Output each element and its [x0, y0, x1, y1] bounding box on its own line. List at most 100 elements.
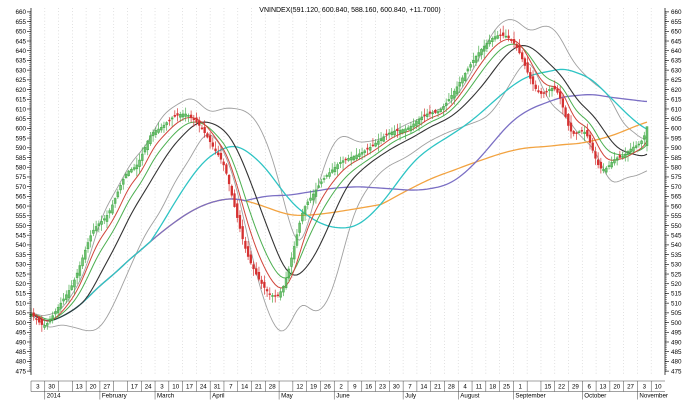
svg-text:September: September: [515, 393, 545, 400]
svg-text:650: 650: [15, 29, 26, 36]
svg-text:VNINDEX(591.120, 600.840, 588.: VNINDEX(591.120, 600.840, 588.160, 600.8…: [259, 7, 440, 14]
svg-text:525: 525: [15, 271, 26, 278]
svg-text:May: May: [281, 393, 294, 400]
svg-text:580: 580: [15, 165, 26, 172]
svg-text:610: 610: [15, 106, 26, 113]
svg-text:14: 14: [241, 384, 248, 391]
svg-text:17: 17: [186, 384, 193, 391]
svg-text:505: 505: [671, 310, 682, 317]
svg-text:21: 21: [255, 384, 262, 391]
svg-text:640: 640: [15, 48, 26, 55]
svg-text:3: 3: [160, 384, 164, 391]
svg-text:625: 625: [671, 77, 682, 84]
svg-text:August: August: [460, 393, 480, 400]
svg-text:26: 26: [324, 384, 331, 391]
svg-text:7: 7: [408, 384, 412, 391]
svg-text:3: 3: [643, 384, 647, 391]
svg-text:495: 495: [15, 330, 26, 337]
svg-text:580: 580: [671, 165, 682, 172]
svg-text:10: 10: [655, 384, 662, 391]
svg-text:615: 615: [15, 97, 26, 104]
svg-text:1: 1: [519, 384, 523, 391]
svg-text:480: 480: [15, 359, 26, 366]
svg-text:18: 18: [489, 384, 496, 391]
svg-text:29: 29: [572, 384, 579, 391]
svg-text:9: 9: [353, 384, 357, 391]
svg-text:480: 480: [671, 359, 682, 366]
svg-text:585: 585: [15, 155, 26, 162]
svg-text:475: 475: [671, 368, 682, 375]
svg-text:27: 27: [627, 384, 634, 391]
svg-text:475: 475: [15, 368, 26, 375]
svg-text:655: 655: [671, 19, 682, 26]
svg-text:27: 27: [103, 384, 110, 391]
svg-text:560: 560: [671, 203, 682, 210]
svg-text:525: 525: [671, 271, 682, 278]
svg-text:11: 11: [476, 384, 483, 391]
svg-text:520: 520: [671, 281, 682, 288]
svg-text:575: 575: [671, 174, 682, 181]
svg-text:510: 510: [15, 300, 26, 307]
svg-text:13: 13: [600, 384, 607, 391]
svg-text:490: 490: [15, 339, 26, 346]
svg-text:13: 13: [76, 384, 83, 391]
svg-text:625: 625: [15, 77, 26, 84]
svg-text:21: 21: [434, 384, 441, 391]
svg-text:570: 570: [671, 184, 682, 191]
svg-text:605: 605: [671, 116, 682, 123]
svg-text:February: February: [102, 393, 128, 400]
svg-text:635: 635: [671, 58, 682, 65]
svg-text:540: 540: [15, 242, 26, 249]
svg-text:560: 560: [15, 203, 26, 210]
svg-text:595: 595: [671, 135, 682, 142]
svg-text:4: 4: [463, 384, 467, 391]
svg-text:600: 600: [15, 126, 26, 133]
svg-text:630: 630: [15, 67, 26, 74]
svg-text:June: June: [336, 393, 350, 400]
svg-text:570: 570: [15, 184, 26, 191]
svg-text:550: 550: [15, 223, 26, 230]
svg-text:6: 6: [587, 384, 591, 391]
svg-text:16: 16: [365, 384, 372, 391]
svg-text:24: 24: [200, 384, 207, 391]
svg-text:585: 585: [671, 155, 682, 162]
svg-text:28: 28: [448, 384, 455, 391]
svg-text:25: 25: [503, 384, 510, 391]
svg-text:590: 590: [671, 145, 682, 152]
svg-text:620: 620: [671, 87, 682, 94]
svg-text:645: 645: [671, 38, 682, 45]
svg-text:515: 515: [671, 291, 682, 298]
svg-text:24: 24: [145, 384, 152, 391]
svg-text:October: October: [584, 393, 606, 400]
svg-text:535: 535: [15, 252, 26, 259]
svg-text:22: 22: [558, 384, 565, 391]
svg-text:19: 19: [310, 384, 317, 391]
svg-text:520: 520: [15, 281, 26, 288]
svg-text:November: November: [639, 393, 668, 400]
svg-text:615: 615: [671, 97, 682, 104]
svg-text:10: 10: [172, 384, 179, 391]
svg-text:530: 530: [15, 262, 26, 269]
svg-text:650: 650: [671, 29, 682, 36]
svg-text:605: 605: [15, 116, 26, 123]
svg-text:490: 490: [671, 339, 682, 346]
svg-text:7: 7: [229, 384, 233, 391]
svg-text:March: March: [157, 393, 175, 400]
svg-text:July: July: [405, 393, 417, 400]
svg-text:510: 510: [671, 300, 682, 307]
svg-text:635: 635: [15, 58, 26, 65]
svg-text:23: 23: [379, 384, 386, 391]
svg-text:540: 540: [671, 242, 682, 249]
svg-text:20: 20: [90, 384, 97, 391]
svg-text:505: 505: [15, 310, 26, 317]
svg-text:545: 545: [15, 232, 26, 239]
svg-text:30: 30: [393, 384, 400, 391]
svg-text:600: 600: [671, 126, 682, 133]
svg-text:660: 660: [15, 9, 26, 16]
svg-text:495: 495: [671, 330, 682, 337]
svg-text:20: 20: [613, 384, 620, 391]
svg-text:630: 630: [671, 67, 682, 74]
svg-text:640: 640: [671, 48, 682, 55]
svg-text:April: April: [212, 393, 224, 400]
svg-text:555: 555: [15, 213, 26, 220]
